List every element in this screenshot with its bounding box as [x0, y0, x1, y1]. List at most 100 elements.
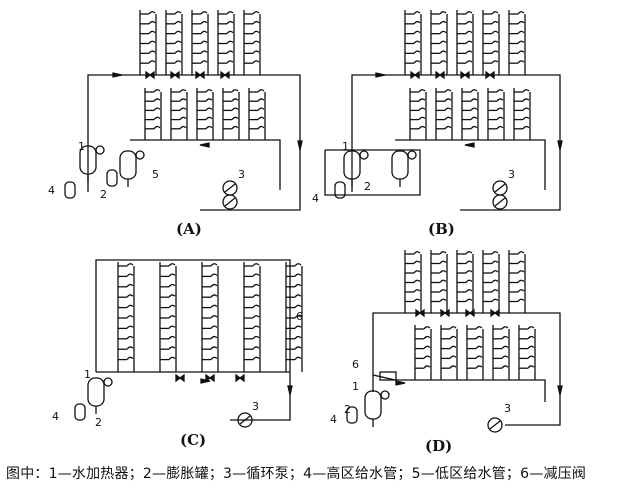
expansion-tank [334, 181, 346, 199]
fixture [168, 356, 176, 361]
fixture [517, 60, 525, 64]
fixture [475, 326, 483, 330]
pump-mark [489, 420, 501, 430]
fixture [470, 89, 478, 93]
riser [248, 88, 266, 140]
fixture [294, 283, 302, 288]
fixture [413, 251, 421, 255]
fixture [252, 325, 260, 329]
flow-arrow [199, 142, 210, 148]
fixture [491, 40, 499, 44]
riser [456, 10, 474, 75]
fixture [252, 356, 260, 361]
gauge [359, 150, 369, 160]
pump-mark [224, 183, 236, 193]
circulation-pump [487, 417, 503, 433]
component-number: 2 [95, 416, 102, 429]
fixture [153, 125, 161, 130]
tank-body [334, 181, 346, 199]
riser [482, 250, 500, 313]
fixture [294, 263, 302, 267]
fixture [439, 279, 447, 283]
fixture [517, 279, 525, 283]
pump-mark [224, 197, 236, 207]
water-heater [119, 150, 145, 187]
riser [217, 10, 235, 75]
riser [492, 325, 510, 380]
fixture [522, 125, 530, 130]
fixture [470, 125, 478, 130]
fixture [517, 11, 525, 15]
fixture [205, 107, 213, 111]
fixture [475, 335, 483, 340]
heater-body [87, 377, 105, 407]
flow-arrow [557, 140, 563, 151]
fixture [465, 279, 473, 283]
fixture [501, 326, 509, 330]
fixture [475, 345, 483, 350]
panel-label-c: (C) [180, 431, 207, 449]
fixture [491, 30, 499, 35]
riser [117, 262, 135, 372]
riser [165, 10, 183, 75]
fixture [148, 40, 156, 44]
bypass-pipe [372, 374, 396, 381]
circulation-pump [492, 194, 508, 210]
fixture [126, 283, 134, 288]
fixture [449, 345, 457, 350]
water-heater [343, 150, 369, 187]
fixture [210, 346, 218, 350]
fixture [200, 60, 208, 64]
fixture [423, 355, 431, 359]
component-number: 3 [504, 402, 511, 415]
fixture [418, 98, 426, 102]
fixture [231, 89, 239, 93]
riser [159, 262, 177, 372]
fixture [439, 20, 447, 25]
fixture [205, 125, 213, 130]
fixture [501, 365, 509, 369]
riser [170, 88, 188, 140]
component-number: 4 [312, 192, 319, 205]
fixture [210, 273, 218, 277]
valve [490, 308, 500, 318]
fixture [465, 50, 473, 54]
expansion-tank [74, 403, 86, 421]
riser [430, 250, 448, 313]
fixture [413, 11, 421, 15]
riser [222, 88, 240, 140]
fixture [294, 315, 302, 319]
fixture [413, 298, 421, 302]
fixture [210, 304, 218, 309]
flow-arrow [297, 140, 303, 151]
expansion-tank [346, 406, 358, 424]
fixture [418, 89, 426, 93]
fixture [491, 260, 499, 264]
fixture [491, 50, 499, 54]
fixture [439, 251, 447, 255]
fixture [439, 30, 447, 35]
component-number: 5 [152, 168, 159, 181]
fixture [439, 260, 447, 264]
valve [235, 373, 245, 383]
fixture [200, 50, 208, 54]
valve [460, 70, 470, 80]
fixture [210, 263, 218, 267]
flow-arrow [464, 142, 475, 148]
fixture [210, 283, 218, 288]
supply-main [351, 74, 561, 211]
fixture [413, 270, 421, 274]
fixture [413, 289, 421, 293]
riser [466, 325, 484, 380]
fixture [449, 326, 457, 330]
fixture [153, 89, 161, 93]
fixture [226, 30, 234, 35]
fixture [496, 125, 504, 130]
fixture [210, 356, 218, 361]
fixture [444, 89, 452, 93]
valve [465, 308, 475, 318]
fixture [294, 294, 302, 298]
fixture [210, 335, 218, 340]
valve [205, 373, 215, 383]
fixture [465, 20, 473, 25]
